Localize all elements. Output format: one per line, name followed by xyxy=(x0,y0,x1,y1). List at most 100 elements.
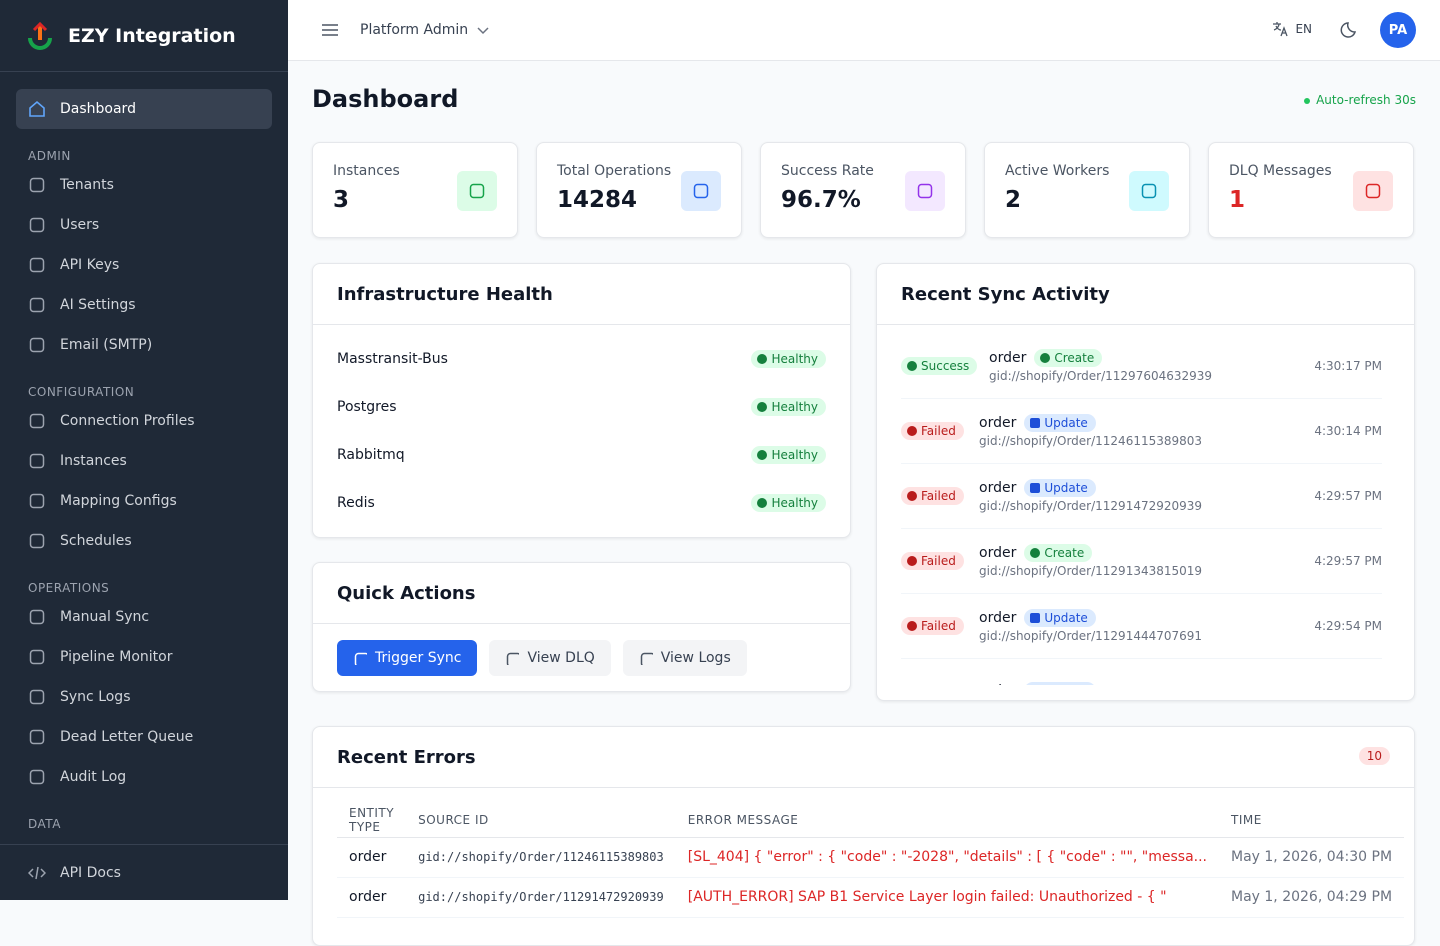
status-text: Success xyxy=(921,359,970,373)
nav-item[interactable]: Dead Letter Queue xyxy=(0,717,288,757)
icon xyxy=(29,453,45,469)
workspace-switcher[interactable]: Platform Admin xyxy=(360,22,490,38)
status-text: Healthy xyxy=(771,496,818,510)
icon xyxy=(29,609,45,625)
icon xyxy=(1141,183,1157,199)
sync-time: 4:30:17 PM xyxy=(1314,359,1382,373)
header-row: ENTITY TYPE SOURCE ID ERROR MESSAGE TIME xyxy=(337,803,1405,838)
sync-head: order Update xyxy=(979,479,1202,497)
status-text: Failed xyxy=(921,489,956,503)
card-title: Infrastructure Health xyxy=(313,264,850,325)
body: EZY Integration Dashboard ADMIN Tenants Us… xyxy=(0,0,1440,900)
source-id: gid://shopify/Order/11246115389803 xyxy=(406,837,676,878)
entity: order xyxy=(979,545,1017,561)
status-badge: Failed xyxy=(901,552,964,570)
icon xyxy=(354,652,367,665)
sync-row: Failed order Update gid://shopify/Order/112… xyxy=(901,594,1382,659)
nav-item[interactable]: Tenants xyxy=(0,165,288,205)
op-text: Update xyxy=(1044,684,1087,685)
nav-item[interactable]: Schedules xyxy=(0,521,288,561)
nav-item[interactable]: Audit Log xyxy=(0,757,288,797)
column-header: ENTITY TYPE xyxy=(337,803,407,838)
nav-item[interactable]: Mapping Configs xyxy=(0,481,288,521)
avatar[interactable]: PA xyxy=(1380,12,1416,48)
dot xyxy=(907,361,917,371)
sync-head: order Create xyxy=(979,544,1202,562)
nav-dashboard[interactable]: Dashboard xyxy=(16,89,272,129)
nav-item[interactable]: Pipeline Monitor xyxy=(0,637,288,677)
sync-head: order Create xyxy=(989,349,1212,367)
op-text: Create xyxy=(1054,351,1095,365)
status-badge: Failed xyxy=(901,617,964,635)
nav-item[interactable]: Email (SMTP) xyxy=(0,325,288,365)
nav-item[interactable]: Connection Profiles xyxy=(0,401,288,441)
icon xyxy=(29,729,45,745)
status-badge: Failed xyxy=(901,422,964,440)
actions-list: Trigger Sync View DLQ View Logs xyxy=(313,624,850,692)
nav-item[interactable]: API Keys xyxy=(0,245,288,285)
status-badge: Healthy xyxy=(751,350,826,368)
nav-item[interactable]: Manual Sync xyxy=(0,597,288,637)
icon xyxy=(29,100,45,117)
action-button[interactable]: Trigger Sync xyxy=(337,640,478,676)
dot xyxy=(757,354,768,364)
section-label: OPERATIONS xyxy=(28,581,110,595)
nav-item[interactable]: AI Settings xyxy=(0,285,288,325)
nav-label: API Docs xyxy=(60,865,121,881)
health-row: Masstransit-Bus Healthy xyxy=(313,335,850,383)
action-button[interactable]: View Logs xyxy=(622,640,747,676)
icon xyxy=(29,769,45,785)
icon xyxy=(29,689,45,705)
error-time: May 1, 2026, 04:29 PM xyxy=(1219,877,1405,918)
stat-card: Total Operations 14284 xyxy=(536,142,742,238)
nav-api-docs[interactable]: API Docs xyxy=(0,853,288,893)
status-cell: Success xyxy=(901,357,979,375)
button-label: View Logs xyxy=(660,650,731,666)
op-text: Create xyxy=(1044,546,1085,560)
service-name: Rabbitmq xyxy=(337,447,405,463)
nav-item[interactable]: Users xyxy=(0,205,288,245)
column-header: TIME xyxy=(1219,803,1405,838)
status-cell: Failed xyxy=(901,422,979,440)
page-title: Dashboard xyxy=(312,85,459,113)
sync-row: order Update xyxy=(901,659,1382,685)
status-cell: Failed xyxy=(901,552,979,570)
status-badge: Failed xyxy=(901,487,964,505)
nav-section: CONFIGURATION Connection Profiles Instance… xyxy=(0,373,288,561)
source-id: gid://shopify/Order/11297604632939 xyxy=(989,369,1213,383)
stat-value: 1 xyxy=(1229,187,1246,213)
entity: order xyxy=(979,610,1017,626)
stat-card: Success Rate 96.7% xyxy=(760,142,966,238)
nav-item[interactable]: Instances xyxy=(0,441,288,481)
nav-label: Dashboard xyxy=(60,101,136,117)
nav-label: AI Settings xyxy=(60,297,136,313)
table-body: order gid://shopify/Order/11246115389803[… xyxy=(337,837,1405,918)
stat-value: 2 xyxy=(1005,187,1022,213)
button-label: Trigger Sync xyxy=(375,650,462,666)
stat-label: DLQ Messages xyxy=(1229,163,1332,179)
dot xyxy=(1040,353,1051,363)
dot xyxy=(907,556,917,566)
dot xyxy=(757,498,768,508)
sync-time: 4:29:57 PM xyxy=(1314,489,1382,503)
nav-item[interactable]: Sync Logs xyxy=(0,677,288,717)
sync-head: order Update xyxy=(979,414,1202,432)
nav-label: Audit Log xyxy=(60,769,127,785)
icon xyxy=(29,177,45,193)
menu-button[interactable] xyxy=(321,22,339,38)
op-badge: Update xyxy=(1024,414,1096,432)
workspace-name: Platform Admin xyxy=(360,22,469,38)
icon xyxy=(917,183,933,199)
stat-label: Success Rate xyxy=(781,163,874,179)
action-button[interactable]: View DLQ xyxy=(489,640,611,676)
theme-toggle[interactable] xyxy=(1340,20,1360,40)
dot xyxy=(757,450,768,460)
sync-info: order Update gid://shopify/Order/112461153… xyxy=(979,414,1202,448)
status-badge: Healthy xyxy=(751,494,826,512)
op-text: Update xyxy=(1044,481,1088,495)
error-row: order gid://shopify/Order/11246115389803[… xyxy=(337,837,1405,878)
icon xyxy=(507,652,520,665)
language-switcher[interactable]: EN xyxy=(1271,20,1312,38)
entity: order xyxy=(979,480,1017,496)
column-header: SOURCE ID xyxy=(406,803,676,838)
